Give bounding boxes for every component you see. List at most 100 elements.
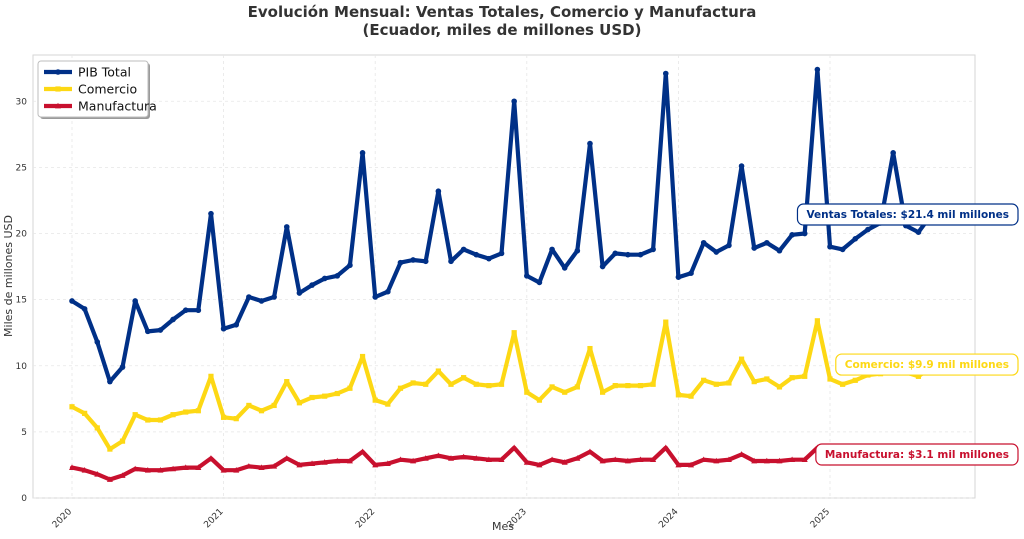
data-point	[132, 412, 138, 418]
data-point	[283, 455, 290, 461]
data-point	[132, 465, 139, 472]
data-point	[599, 457, 606, 464]
data-point	[157, 467, 164, 473]
y-tick-label: 5	[21, 428, 27, 438]
data-point	[637, 382, 644, 389]
legend-box	[37, 60, 149, 118]
data-point	[498, 456, 505, 463]
y-axis: 0 5 10 15 20 25 30	[16, 97, 28, 504]
data-point	[511, 444, 518, 451]
data-point	[82, 410, 88, 416]
annotations: Ventas Totales: $21.4 mil millones Comerc…	[796, 203, 1019, 466]
data-point	[372, 294, 379, 300]
data-point	[132, 298, 138, 304]
data-point	[561, 265, 568, 271]
data-point	[637, 251, 644, 258]
data-point	[827, 376, 833, 382]
y-tick-label: 10	[16, 362, 28, 372]
data-point	[119, 438, 126, 444]
data-point	[700, 456, 707, 463]
data-point	[170, 412, 176, 418]
data-point	[789, 375, 795, 381]
annotation-label: Comercio: $9.9 mil millones	[845, 359, 1009, 371]
data-point	[625, 251, 631, 258]
data-point	[119, 364, 126, 370]
data-point	[448, 381, 454, 387]
data-point	[776, 247, 783, 254]
x-tick-label: 2025	[809, 507, 832, 530]
data-point	[764, 239, 770, 246]
data-point	[751, 379, 757, 385]
data-point	[801, 456, 808, 463]
data-point	[334, 457, 341, 464]
data-point	[600, 389, 606, 395]
y-tick-label: 20	[16, 230, 28, 240]
data-point	[574, 247, 581, 254]
data-point	[763, 457, 770, 464]
data-point	[726, 242, 732, 249]
data-point	[81, 306, 88, 312]
data-point	[435, 188, 442, 195]
data-point	[460, 246, 467, 253]
data-point	[397, 259, 404, 266]
data-point	[839, 246, 846, 253]
annotation-box	[796, 203, 1019, 226]
data-point	[385, 401, 391, 407]
data-point	[221, 414, 227, 420]
data-point	[524, 389, 530, 395]
data-point	[55, 102, 61, 109]
data-point	[271, 294, 277, 300]
data-point	[688, 461, 695, 468]
legend: PIB Total Comercio Manufactura	[37, 60, 157, 119]
data-point	[738, 356, 745, 362]
data-point	[321, 275, 328, 282]
data-point	[397, 456, 404, 463]
data-point	[309, 394, 315, 401]
data-point	[448, 258, 454, 265]
data-point	[372, 461, 379, 468]
data-point	[334, 390, 340, 397]
data-point	[586, 448, 593, 455]
data-point	[246, 402, 252, 409]
data-point	[663, 319, 669, 325]
data-point	[776, 457, 783, 464]
data-point	[233, 321, 240, 328]
y-tick-label: 30	[16, 97, 28, 107]
data-point	[410, 257, 416, 263]
data-point	[258, 408, 265, 414]
chart-title: Evolución Mensual: Ventas Totales, Comer…	[248, 3, 757, 21]
data-point	[574, 384, 580, 390]
data-point	[511, 330, 517, 336]
data-point	[347, 262, 353, 269]
data-point	[334, 273, 341, 279]
data-point	[890, 150, 896, 156]
data-point	[422, 258, 429, 265]
data-point	[346, 457, 353, 464]
data-point	[347, 385, 353, 391]
data-point	[675, 392, 681, 398]
annotation-2: Manufactura: $3.1 mil millones	[815, 443, 1019, 466]
data-point	[713, 381, 719, 387]
data-point	[738, 451, 745, 457]
data-point	[94, 470, 101, 477]
data-point	[587, 140, 593, 147]
data-point	[296, 290, 303, 296]
data-point	[271, 463, 278, 469]
data-point	[625, 382, 631, 389]
annotation-label: Manufactura: $3.1 mil millones	[825, 449, 1009, 461]
data-point	[461, 375, 467, 381]
data-point	[473, 251, 480, 258]
data-point	[764, 376, 770, 382]
data-point	[145, 417, 151, 423]
data-point	[840, 381, 846, 387]
data-point	[801, 230, 808, 237]
legend-label: PIB Total	[78, 65, 131, 80]
data-point	[725, 456, 732, 463]
data-point	[524, 273, 530, 279]
data-point	[182, 464, 189, 470]
legend-label: Comercio	[78, 82, 137, 97]
data-point	[562, 389, 568, 395]
data-point	[296, 400, 302, 406]
data-point	[55, 69, 61, 75]
